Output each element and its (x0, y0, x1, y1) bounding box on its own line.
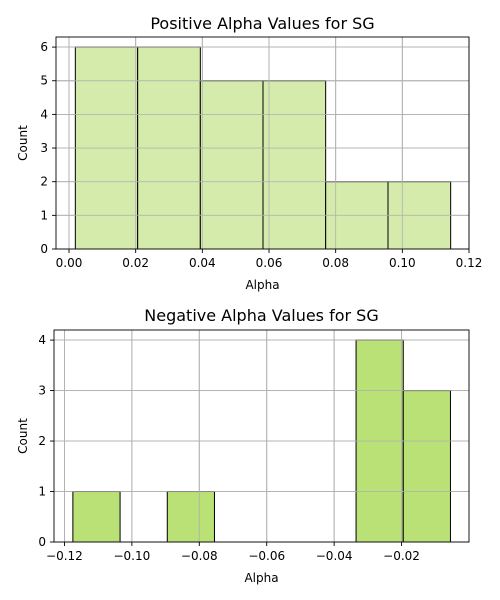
y-tick-label: 1 (38, 485, 46, 499)
x-tick-label: 0.02 (122, 256, 149, 270)
plot-frame (53, 329, 470, 543)
x-tick-label: 0.12 (456, 256, 483, 270)
x-tick-label: 0.10 (389, 256, 416, 270)
plot-frame (55, 36, 470, 250)
x-tick-label: −0.04 (316, 549, 353, 563)
x-tick-label: −0.06 (248, 549, 285, 563)
y-tick-label: 4 (40, 107, 48, 121)
x-axis-label: Alpha (245, 278, 279, 292)
x-tick-label: −0.12 (46, 549, 83, 563)
y-tick-label: 4 (38, 333, 46, 347)
y-tick-label: 0 (40, 242, 48, 256)
x-tick-label: −0.10 (113, 549, 150, 563)
y-tick-label: 6 (40, 40, 48, 54)
x-tick-label: 0.06 (256, 256, 283, 270)
x-axis-label: Alpha (244, 571, 278, 585)
chart-title: Negative Alpha Values for SG (144, 306, 378, 325)
histogram-bar (199, 80, 264, 250)
y-tick-label: 0 (38, 535, 46, 549)
histogram-bar (402, 390, 451, 543)
y-axis-label: Count (16, 125, 30, 161)
chart-title: Positive Alpha Values for SG (150, 14, 374, 33)
x-tick-label: 0.00 (56, 256, 83, 270)
y-tick-label: 3 (40, 141, 48, 155)
x-tick-label: 0.04 (189, 256, 216, 270)
y-tick-label: 5 (40, 74, 48, 88)
x-tick-label: −0.02 (383, 549, 420, 563)
y-tick-label: 3 (38, 384, 46, 398)
negative-alpha-histogram: −0.12 −0.10 −0.08 −0.06 −0.04 −0.02 0 1 2 3 4 Negat… (16, 306, 470, 585)
histogram-bar (166, 491, 215, 543)
x-tick-label: −0.08 (181, 549, 218, 563)
positive-alpha-histogram: 0.00 0.02 0.04 0.06 0.08 0.10 0.12 0 1 2 3 4 5 6 Posit… (16, 14, 482, 292)
y-tick-label: 1 (40, 208, 48, 222)
histogram-bar (262, 80, 327, 250)
x-tick-label: 0.08 (322, 256, 349, 270)
y-tick-label: 2 (38, 434, 46, 448)
y-tick-label: 2 (40, 175, 48, 189)
histogram-bar (72, 491, 121, 543)
y-axis-label: Count (16, 418, 30, 454)
